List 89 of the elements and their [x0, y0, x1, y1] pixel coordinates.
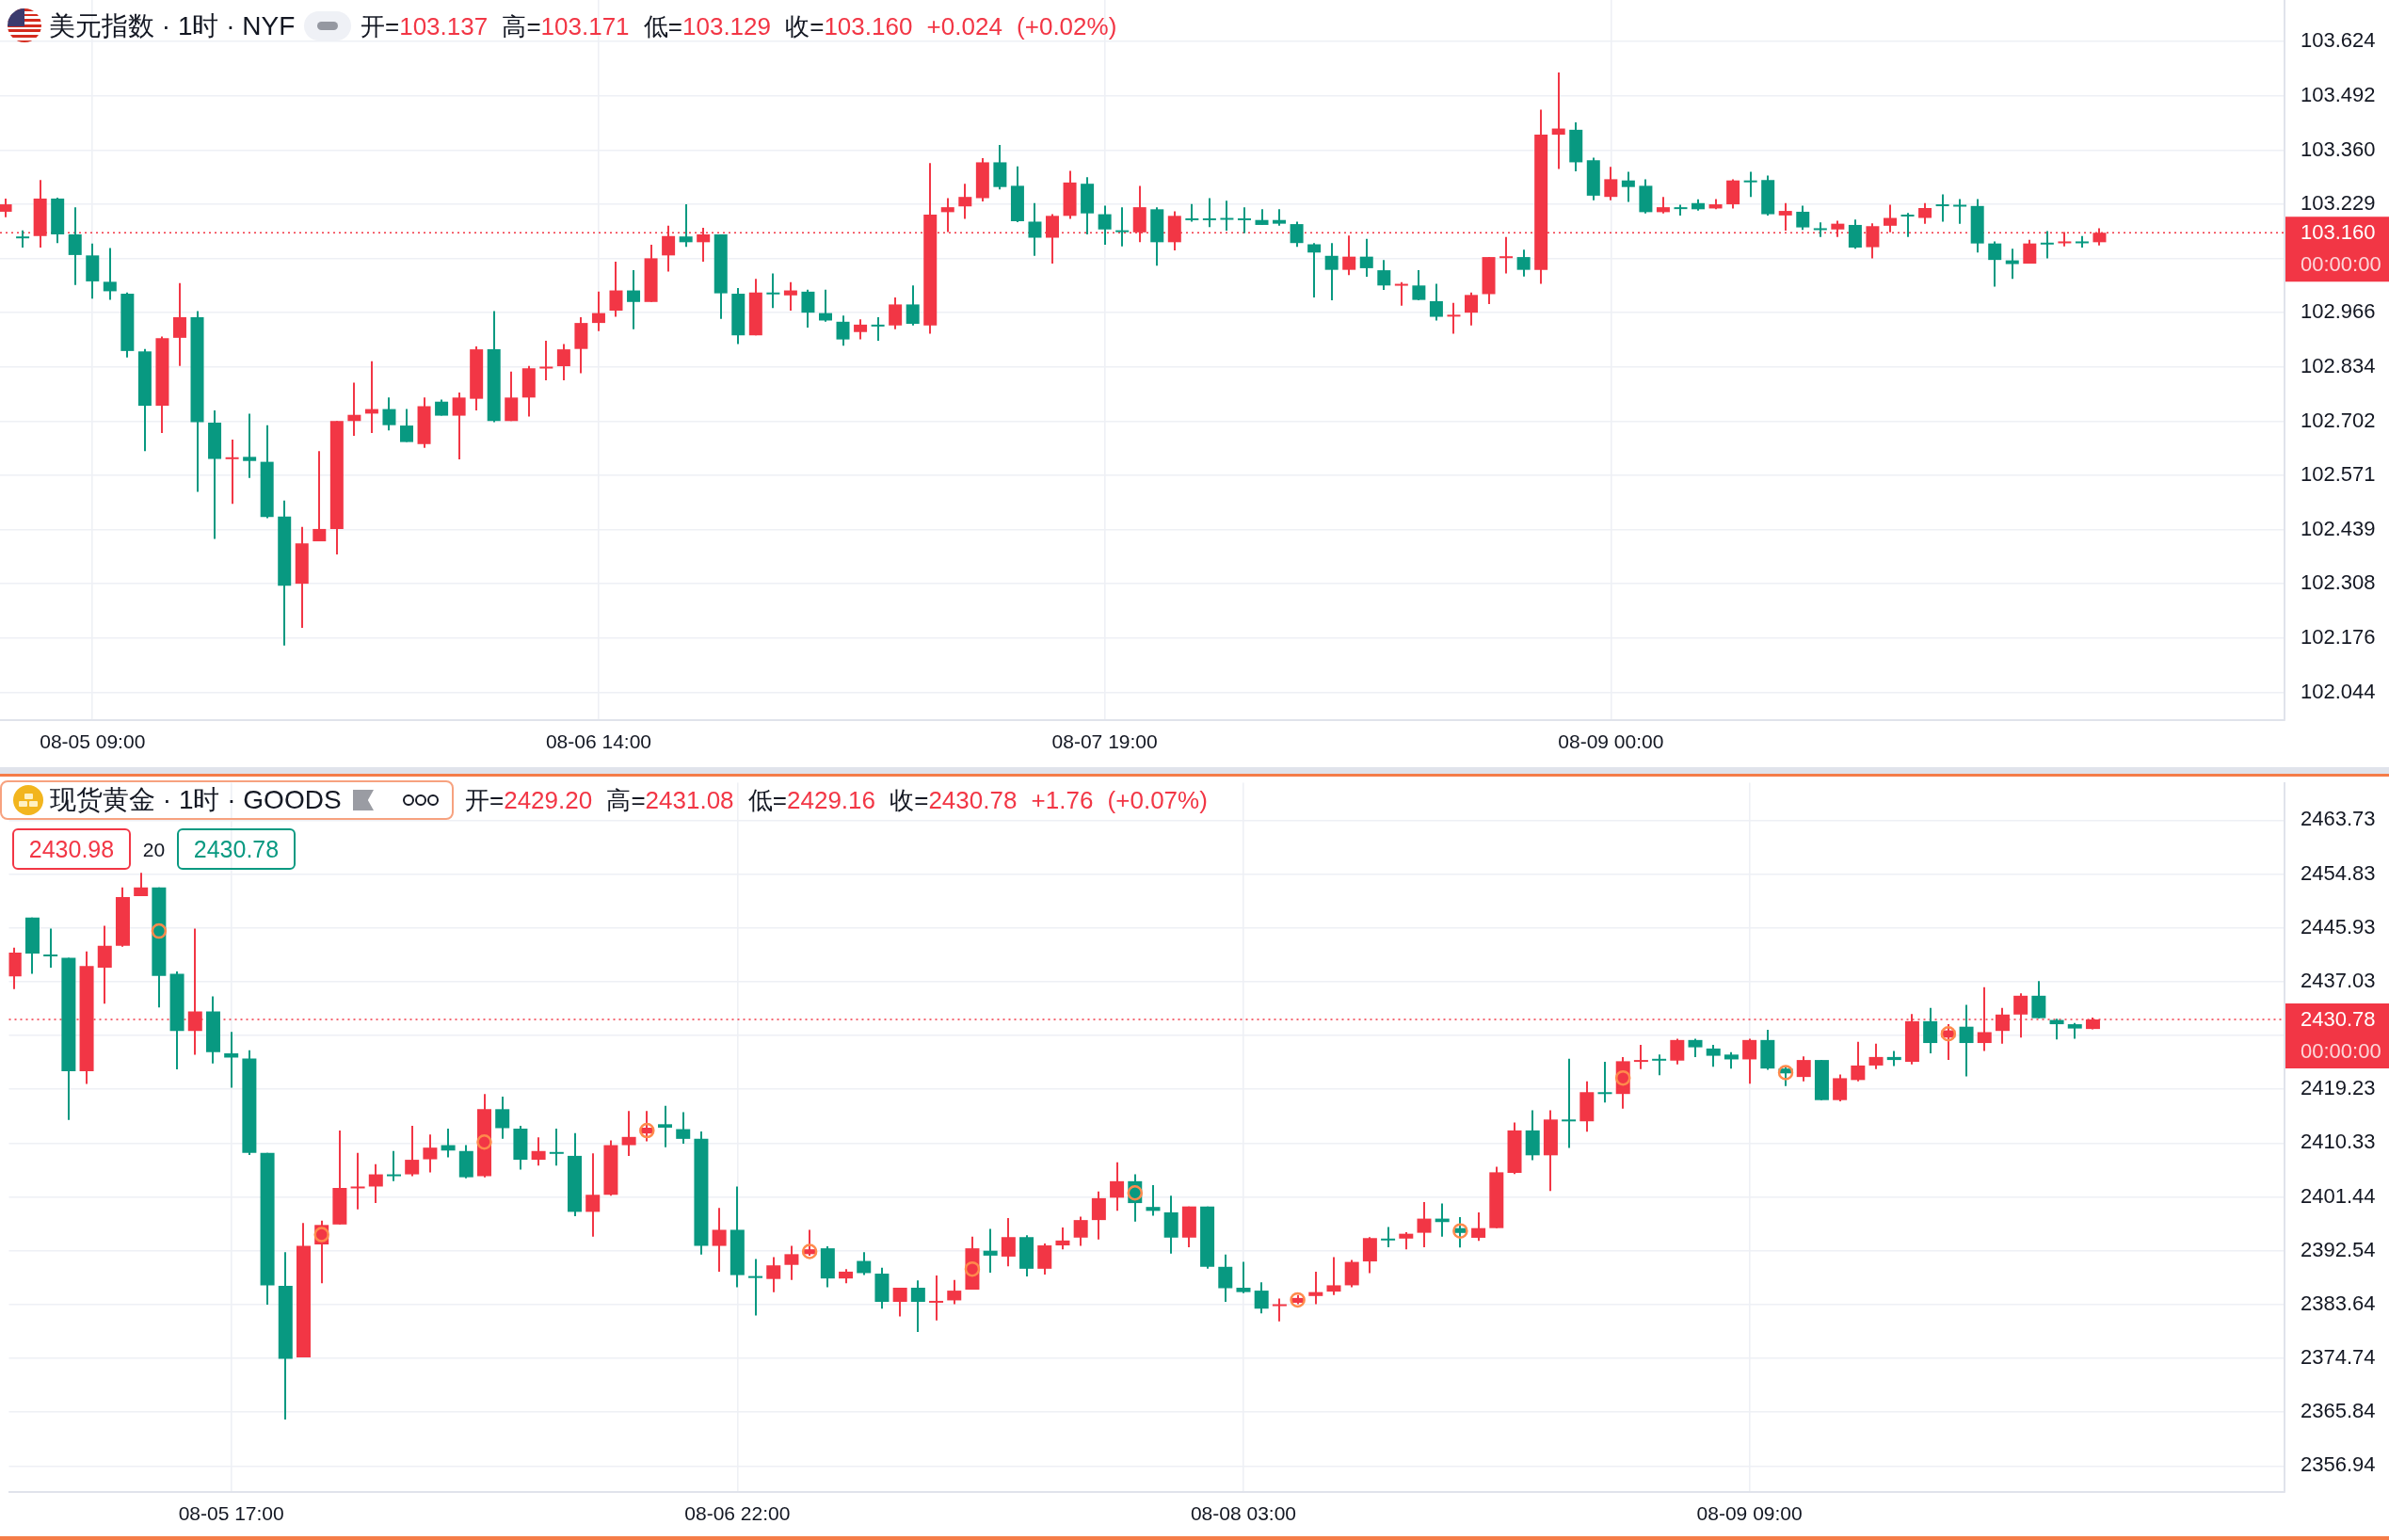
- point: [1290, 1291, 1306, 1308]
- candlestick: [224, 1032, 239, 1088]
- ref-line-label: 2430.78: [2301, 1007, 2376, 1032]
- candlestick: [1597, 1062, 1612, 1103]
- candlestick: [1813, 222, 1827, 237]
- x-tick-label: 08-09 09:00: [1696, 1502, 1803, 1525]
- candlestick: [1633, 1045, 1648, 1069]
- candlestick: [387, 1150, 401, 1181]
- point: [639, 1122, 655, 1139]
- candlestick: [1935, 194, 1949, 222]
- candlestick: [1499, 236, 1514, 274]
- text: 开=103.137 高=103.171 低=103.129 收=103.160 +0.024 (+0.02%): [361, 12, 1117, 40]
- y-tick-label: 103.229: [2301, 191, 2376, 216]
- x-tick-label: 08-06 14:00: [545, 730, 652, 753]
- point: [964, 1260, 981, 1277]
- candlestick: [1202, 198, 1216, 228]
- y-tick-label: 2356.94: [2301, 1452, 2376, 1477]
- point: [1777, 1065, 1794, 1081]
- candlestick: [658, 1105, 673, 1147]
- candlestick: [225, 439, 239, 505]
- candlestick: [1115, 207, 1130, 247]
- y-tick-label: 102.439: [2301, 516, 2376, 540]
- candlestick: [1900, 213, 1915, 237]
- y-tick-label: 103.624: [2301, 28, 2376, 53]
- y-tick-label: 102.571: [2301, 462, 2376, 487]
- candlestick: [1562, 1058, 1577, 1148]
- x-tick-label: 08-08 03:00: [1190, 1502, 1297, 1525]
- candlestick: [1551, 72, 1565, 169]
- point: [1452, 1223, 1468, 1239]
- annotation: 20: [141, 837, 167, 862]
- y-tick-label: 2383.64: [2301, 1291, 2376, 1315]
- y-tick-label: 102.308: [2301, 570, 2376, 595]
- y-tick-label: 103.360: [2301, 136, 2376, 161]
- x-tick-label: 08-05 17:00: [178, 1502, 284, 1525]
- y-tick-label: 102.702: [2301, 408, 2376, 432]
- candlestick: [243, 413, 257, 478]
- annotation: 2430.78: [177, 828, 296, 870]
- annotation: 2430.98: [12, 828, 131, 870]
- candlestick: [549, 1129, 564, 1166]
- candlestick: [2040, 231, 2054, 259]
- candlestick: [929, 1275, 944, 1321]
- x-tick-label: 08-09 00:00: [1558, 730, 1664, 753]
- candlestick: [766, 273, 780, 309]
- y-tick-label: 102.834: [2301, 354, 2376, 377]
- candlestick: [983, 1228, 998, 1273]
- y-tick-label: 2419.23: [2301, 1076, 2376, 1100]
- point: [801, 1243, 818, 1259]
- y-tick-label: 2392.54: [2301, 1237, 2376, 1261]
- point: [1127, 1184, 1144, 1201]
- text: 00:00:00: [2301, 1039, 2381, 1064]
- x-tick-label: 08-07 19:00: [1051, 730, 1158, 753]
- y-tick-label: 2463.73: [2301, 807, 2376, 831]
- ref-line-label: 103.160: [2301, 220, 2376, 245]
- candlestick: [1308, 1271, 1323, 1305]
- y-tick-label: 2454.83: [2301, 860, 2376, 885]
- y-tick-label: 2365.84: [2301, 1399, 2376, 1423]
- y-tick-label: 2401.44: [2301, 1183, 2376, 1208]
- candlestick: [1381, 1227, 1396, 1248]
- candlestick: [1743, 171, 1757, 198]
- candlestick: [1447, 302, 1461, 334]
- candlestick: [1394, 281, 1408, 306]
- candlestick: [1652, 1054, 1667, 1076]
- candlestick: [1272, 1298, 1287, 1322]
- y-tick-label: 2445.93: [2301, 914, 2376, 938]
- y-tick-label: 102.044: [2301, 679, 2376, 703]
- candlestick: [871, 316, 885, 341]
- candlestick: [1237, 207, 1251, 233]
- text: 00:00:00: [2301, 252, 2381, 277]
- candlestick: [43, 928, 58, 968]
- candlestick: [748, 1259, 763, 1316]
- candlestick: [350, 1152, 365, 1210]
- chart-title: 现货黄金 · 1时 · GOODS: [50, 785, 342, 814]
- x-tick-label: 08-05 09:00: [40, 730, 146, 753]
- candlestick: [1953, 199, 1967, 224]
- y-tick-label: 103.492: [2301, 83, 2376, 107]
- candlestick: [1220, 201, 1234, 232]
- candlestick: [539, 340, 553, 380]
- y-tick-label: 102.176: [2301, 624, 2376, 649]
- y-tick-label: 2410.33: [2301, 1130, 2376, 1154]
- x-tick-label: 08-06 22:00: [684, 1502, 791, 1525]
- point: [1614, 1069, 1631, 1086]
- y-tick-label: 102.966: [2301, 299, 2376, 324]
- point: [151, 922, 168, 939]
- point: [1940, 1026, 1957, 1042]
- point: [476, 1134, 492, 1150]
- y-tick-label: 2437.03: [2301, 968, 2376, 992]
- chart-subtitle: 开=2429.20 高=2431.08 低=2429.16 收=2430.78 +1.76 (+0.07%): [465, 786, 1208, 814]
- y-tick-label: 2374.74: [2301, 1345, 2376, 1370]
- chart-title: 美元指数 · 1时 · NYF: [49, 11, 296, 40]
